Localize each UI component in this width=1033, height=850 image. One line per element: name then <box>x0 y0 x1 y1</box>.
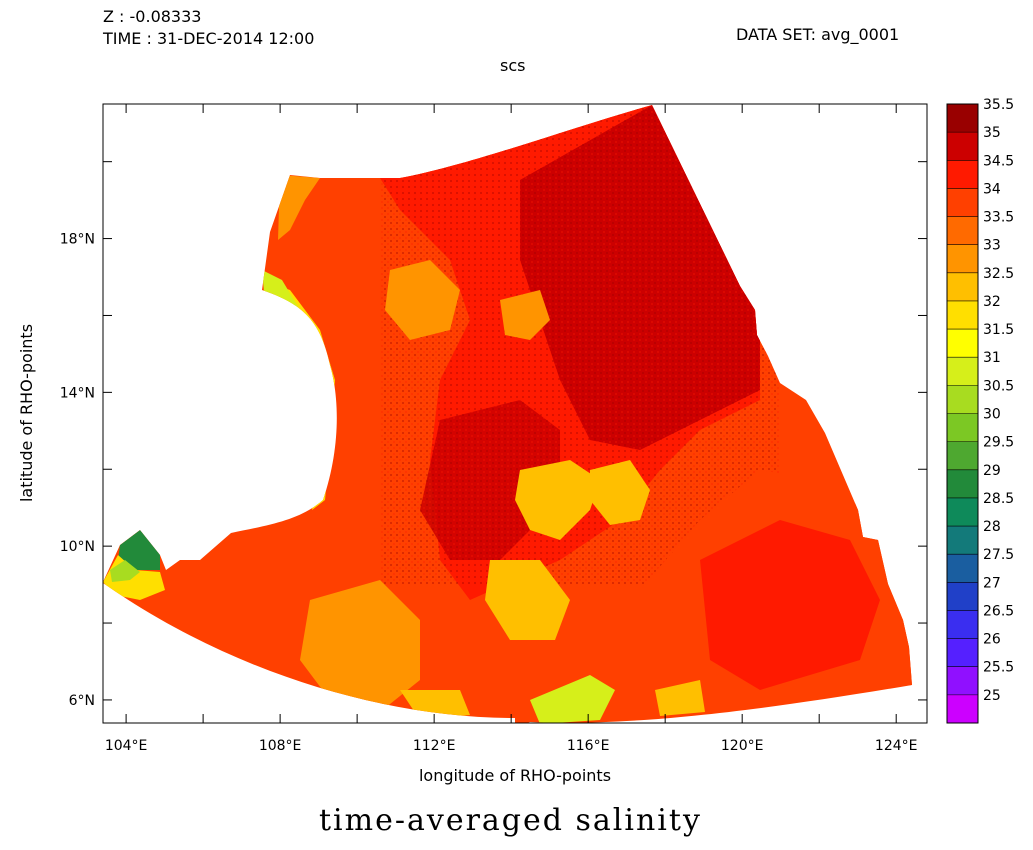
colorbar-swatch <box>947 132 978 161</box>
colorbar-level-label: 33 <box>983 238 1001 254</box>
colorbar-level-label: 31.5 <box>983 322 1014 338</box>
colorbar-level-label: 29 <box>983 463 1001 479</box>
y-tick-label: 14°N <box>60 385 95 401</box>
axis-ticks <box>103 104 927 723</box>
salinity-east-core <box>700 520 880 690</box>
y-tick-label: 10°N <box>60 539 95 555</box>
dataset-label: DATA SET: avg_0001 <box>736 25 900 44</box>
salinity-south-shelf <box>300 580 420 712</box>
colorbar-level-label: 35.5 <box>983 97 1014 113</box>
x-axis-label: longitude of RHO-points <box>419 766 611 785</box>
colorbar-swatch <box>947 497 978 527</box>
colorbar-swatch <box>947 469 978 499</box>
axis-tick-labels: 104°E 108°E 112°E 116°E 120°E 124°E 6°N 10°N 14°… <box>60 232 918 754</box>
colorbar-swatch <box>947 188 978 218</box>
colorbar-swatch <box>947 638 978 668</box>
colorbar-level-label: 33.5 <box>983 210 1014 226</box>
salinity-mekong-plume <box>110 560 140 582</box>
y-axis-label: latitude of RHO-points <box>17 324 36 502</box>
y-tick-label: 6°N <box>69 693 95 709</box>
salinity-central-patch-3 <box>515 460 600 540</box>
colorbar-swatch <box>947 666 978 696</box>
colorbar-level-label: 28 <box>983 519 1001 535</box>
colorbar-level-label: 28.5 <box>983 491 1014 507</box>
colorbar-level-label: 25 <box>983 688 1001 704</box>
colorbar-level-label: 25.5 <box>983 660 1014 676</box>
y-tick-label: 18°N <box>60 232 95 248</box>
colorbar-swatch <box>947 357 978 386</box>
salinity-southern-fresh <box>530 675 615 724</box>
salinity-borneo-shelf <box>655 680 705 716</box>
colorbar-swatch <box>947 694 978 724</box>
colorbar-swatch <box>947 441 978 471</box>
salinity-central-patch-5 <box>485 560 570 640</box>
time-label: TIME : 31-DEC-2014 12:00 <box>103 29 315 48</box>
colorbar-level-label: 31 <box>983 350 1001 366</box>
colorbar-level-label: 32 <box>983 294 1001 310</box>
colorbar-level-label: 29.5 <box>983 435 1014 451</box>
colorbar-swatch <box>947 160 978 189</box>
colorbar-level-label: 35 <box>983 125 1001 141</box>
colorbar-level-label: 27.5 <box>983 547 1014 563</box>
colorbar-swatch <box>947 104 978 133</box>
z-level-label: Z : -0.08333 <box>103 7 202 26</box>
x-tick-label: 108°E <box>259 738 302 754</box>
colorbar-swatch <box>947 385 978 414</box>
plot-subtitle: scs <box>500 56 526 75</box>
colorbar-level-label: 30 <box>983 407 1001 423</box>
axes-border <box>102 103 928 724</box>
colorbar-swatch <box>947 413 978 443</box>
colorbar-level-label: 30.5 <box>983 378 1014 394</box>
colorbar-swatch <box>947 272 978 302</box>
colorbar-swatch <box>947 244 978 274</box>
colorbar-level-label: 32.5 <box>983 266 1014 282</box>
colorbar: 35.5 35 34.5 34 33.5 33 32.5 32 31.5 31 30.5 30 29.5… <box>946 97 1014 724</box>
colorbar-swatch <box>947 526 978 555</box>
salinity-central-patch-2 <box>500 290 550 340</box>
colorbar-swatch <box>947 582 978 611</box>
colorbar-level-label: 26.5 <box>983 603 1014 619</box>
x-tick-label: 112°E <box>413 738 456 754</box>
salinity-central-patch-4 <box>590 460 650 525</box>
colorbar-swatch <box>947 216 978 246</box>
colorbar-level-label: 34.5 <box>983 153 1014 169</box>
colorbar-swatch <box>947 300 978 330</box>
x-tick-label: 116°E <box>567 738 610 754</box>
colorbar-level-label: 26 <box>983 632 1001 648</box>
colorbar-swatch <box>947 610 978 640</box>
axes-frame <box>102 103 928 724</box>
x-tick-label: 120°E <box>721 738 764 754</box>
x-tick-label: 124°E <box>875 738 918 754</box>
salinity-gulf-coastal <box>278 175 320 240</box>
salinity-central-patch-1 <box>385 260 460 340</box>
colorbar-level-label: 34 <box>983 181 1001 197</box>
bottom-title: time-averaged salinity <box>319 803 702 838</box>
colorbar-level-label: 27 <box>983 575 1001 591</box>
x-tick-label: 104°E <box>105 738 148 754</box>
colorbar-swatch <box>947 554 978 583</box>
colorbar-swatch <box>947 329 978 358</box>
